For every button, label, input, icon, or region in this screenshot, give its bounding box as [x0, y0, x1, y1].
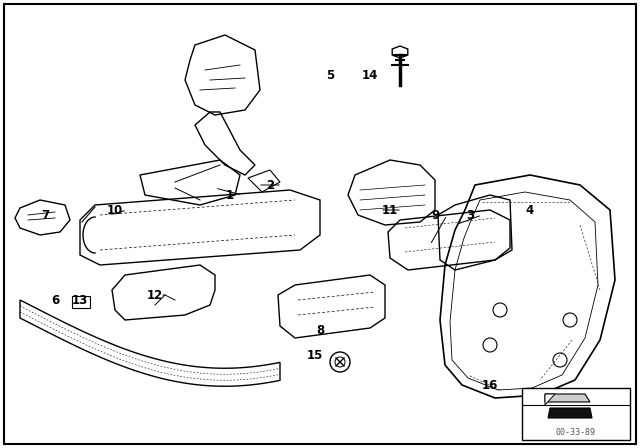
Text: 1: 1	[226, 189, 234, 202]
Text: 4: 4	[526, 203, 534, 216]
Polygon shape	[545, 394, 590, 402]
Text: 12: 12	[147, 289, 163, 302]
Text: 6: 6	[51, 293, 59, 306]
Bar	[522, 388, 630, 440]
Text: 5: 5	[326, 69, 334, 82]
Polygon shape	[548, 408, 592, 418]
Text: 9: 9	[431, 208, 439, 221]
Polygon shape	[545, 394, 555, 405]
Text: 00-33-89: 00-33-89	[556, 427, 596, 436]
Text: 10: 10	[107, 203, 123, 216]
Text: 15: 15	[307, 349, 323, 362]
Text: 7: 7	[41, 208, 49, 221]
Text: 14: 14	[362, 69, 378, 82]
Text: 13: 13	[72, 293, 88, 306]
Text: 3: 3	[466, 208, 474, 221]
Text: 16: 16	[482, 379, 498, 392]
Bar	[72, 296, 90, 308]
Text: 11: 11	[382, 203, 398, 216]
Text: 8: 8	[316, 323, 324, 336]
Text: 2: 2	[266, 178, 274, 191]
